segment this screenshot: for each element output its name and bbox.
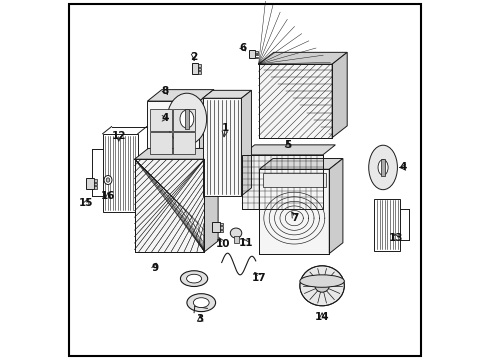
Text: 14: 14 [315,312,329,322]
Ellipse shape [104,176,112,184]
Text: 17: 17 [252,273,267,283]
Bar [95,179,97,182]
Polygon shape [147,90,214,101]
Bar [220,230,223,232]
Text: 10: 10 [216,239,230,249]
Bar [192,63,198,74]
Text: 16: 16 [101,191,115,201]
Text: 1: 1 [221,123,229,133]
Bar [150,109,172,131]
Polygon shape [203,90,251,98]
Text: 4: 4 [162,113,169,123]
Bar [173,109,195,131]
Text: 2: 2 [191,52,197,62]
Bar [374,199,400,251]
Bar [259,169,329,253]
Bar [102,134,138,212]
Ellipse shape [180,271,208,287]
Text: 3: 3 [196,314,204,324]
Ellipse shape [368,145,397,190]
Bar [150,132,172,154]
Text: 6: 6 [240,43,247,53]
Bar [198,64,201,67]
Bar [147,101,199,157]
Bar [198,68,201,70]
Bar [234,236,239,243]
Polygon shape [332,52,347,138]
Text: 12: 12 [112,131,126,141]
Ellipse shape [300,266,344,306]
Polygon shape [329,158,343,253]
Bar [203,98,242,196]
Bar [220,223,223,225]
Ellipse shape [378,160,388,175]
Ellipse shape [230,228,242,238]
Bar [263,173,326,187]
Bar [198,71,201,74]
Bar [242,155,323,210]
Bar [255,51,258,53]
Text: 7: 7 [292,213,299,222]
Ellipse shape [180,110,194,128]
Bar [255,57,258,58]
Text: 11: 11 [239,238,253,248]
Ellipse shape [106,178,110,182]
Bar [220,226,223,229]
Bar [95,186,97,189]
Bar [212,222,220,232]
Ellipse shape [194,298,209,307]
Bar [95,183,97,185]
Text: 8: 8 [162,86,169,96]
Ellipse shape [187,294,216,312]
Bar [185,109,189,129]
Text: 4: 4 [399,162,407,172]
Ellipse shape [167,93,207,145]
Bar [259,169,329,253]
Text: 5: 5 [284,140,292,150]
Bar [248,50,255,58]
Bar [135,159,204,252]
Polygon shape [242,90,251,196]
Polygon shape [199,90,214,157]
Bar [259,64,332,138]
Bar [259,64,332,138]
Bar [255,54,258,55]
Bar [381,158,385,176]
Text: 13: 13 [389,233,404,243]
Ellipse shape [315,279,329,292]
Bar [173,132,195,154]
Ellipse shape [187,274,201,283]
Bar [135,159,204,252]
Polygon shape [259,158,343,169]
Ellipse shape [300,275,344,287]
Bar [87,178,95,189]
Text: 9: 9 [151,263,158,273]
Polygon shape [242,145,335,155]
Polygon shape [135,148,218,159]
Polygon shape [204,148,218,252]
Polygon shape [259,52,347,64]
Text: 15: 15 [79,198,94,208]
Bar [242,155,323,210]
